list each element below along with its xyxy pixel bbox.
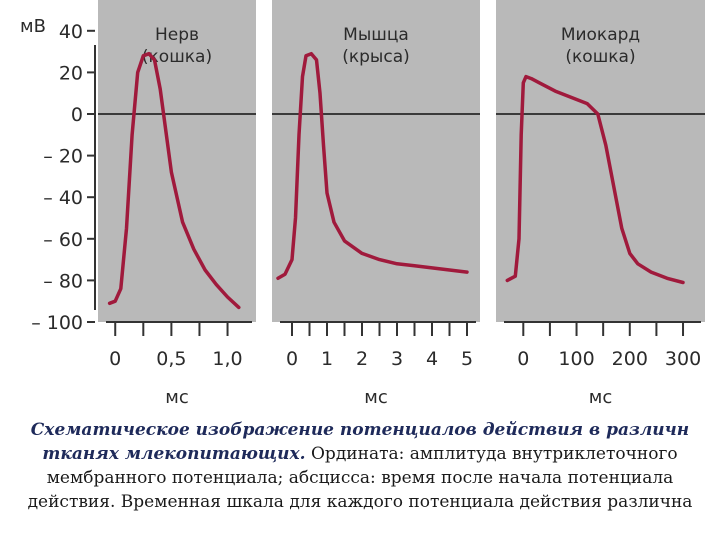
x-tick-label: 1	[321, 348, 333, 370]
y-tick-label: – 20	[43, 146, 83, 168]
x-tick-label: 0	[517, 348, 529, 370]
panel-title: Мышца	[343, 25, 409, 45]
panel-1: Нерв(кошка) 0 0,5 1,0 мс	[98, 0, 256, 408]
caption-title: Схематическое изображение потенциалов де…	[30, 420, 690, 464]
y-tick-label: 40	[59, 21, 83, 43]
action-potential-line	[107, 51, 241, 310]
action-potential-line	[276, 51, 469, 281]
y-tick-label: 20	[59, 62, 83, 84]
x-tick-label: 0	[286, 348, 298, 370]
x-tick-label: 1,0	[212, 348, 242, 370]
x-tick-label: 0	[109, 348, 121, 370]
x-tick-label: 5	[461, 348, 473, 370]
x-axis-label: мс	[165, 387, 188, 408]
x-tick-label: 300	[665, 348, 701, 370]
action-potential-line	[505, 74, 685, 285]
y-tick-label: – 60	[43, 229, 83, 251]
panel-background	[496, 0, 705, 322]
y-axis: мВ 40 20 0 – 20 – 40 – 60 – 80 – 100	[20, 16, 96, 334]
x-axis-label: мс	[589, 387, 612, 408]
panel-title: Миокард	[561, 25, 640, 45]
panel-2: Мышца(крыса) 0 1 2 3 4 5 мс	[272, 0, 480, 408]
y-tick-label: 0	[71, 104, 83, 126]
panel-subtitle: (кошка)	[142, 47, 212, 67]
x-tick-label: 0,5	[156, 348, 186, 370]
x-tick-label: 3	[391, 348, 403, 370]
caption-text: Ордината: амплитуда внутриклеточного мем…	[27, 444, 693, 512]
x-tick-label: 2	[356, 348, 368, 370]
x-tick-label: 4	[426, 348, 438, 370]
panel-3: Миокард(кошка) 0 100 200 300 мс	[496, 0, 705, 408]
panel-subtitle: (кошка)	[565, 47, 635, 67]
y-tick-label: – 80	[43, 270, 83, 292]
x-axis-label: мс	[364, 387, 387, 408]
x-tick-label: 200	[612, 348, 648, 370]
y-tick-label: – 40	[43, 187, 83, 209]
panel-title: Нерв	[155, 25, 199, 45]
y-tick-label: – 100	[31, 312, 83, 334]
y-axis-unit-label: мВ	[20, 16, 46, 37]
panel-subtitle: (крыса)	[342, 47, 410, 67]
figure-caption: Схематическое изображение потенциалов де…	[10, 418, 710, 514]
x-tick-label: 100	[558, 348, 594, 370]
